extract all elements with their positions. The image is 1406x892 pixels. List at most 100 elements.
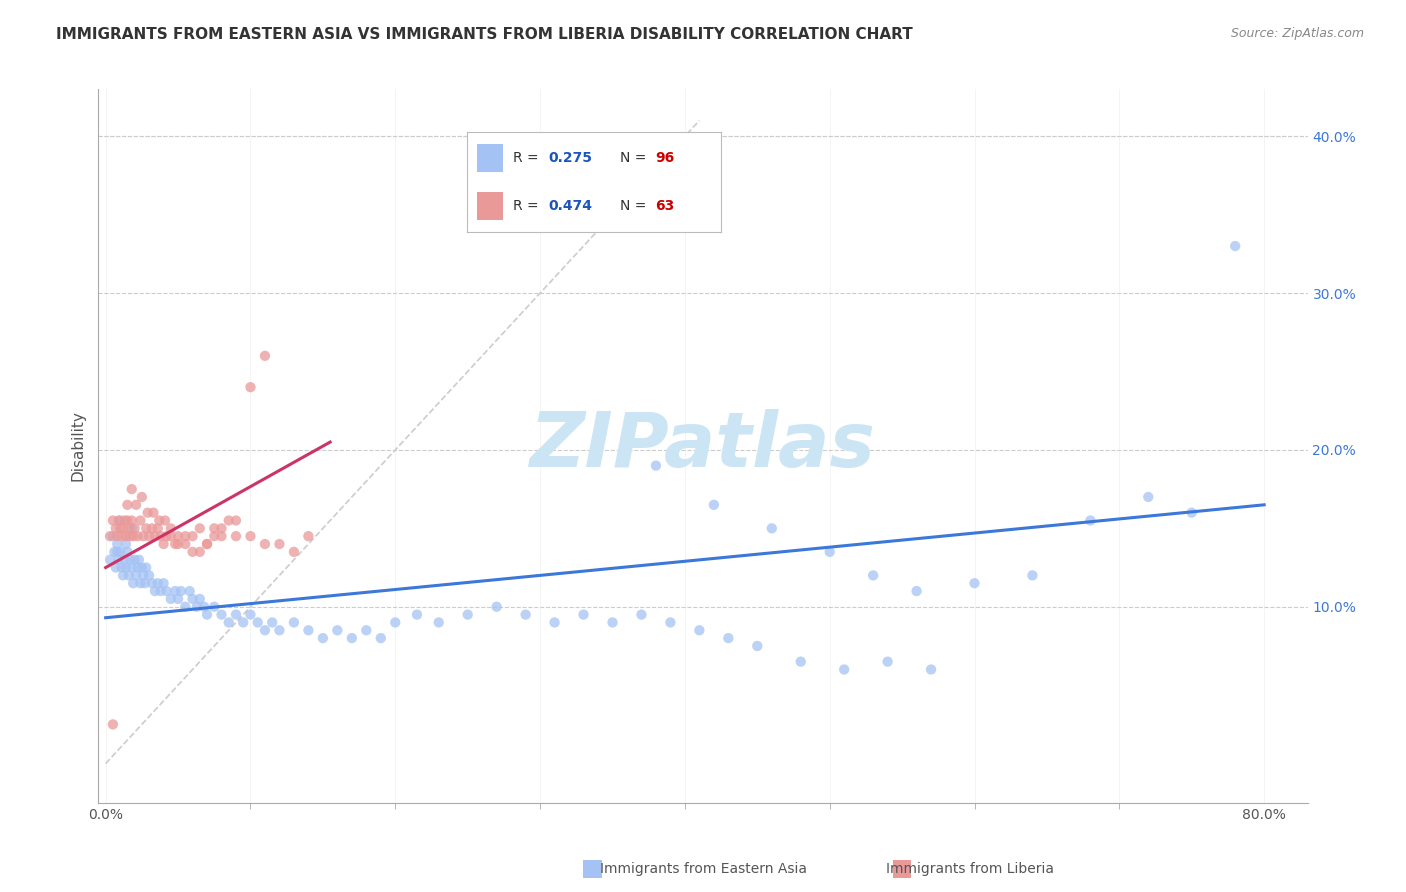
- Point: [159, 591, 181, 606]
- Point: [326, 624, 349, 638]
- Point: [120, 529, 142, 543]
- Point: [141, 521, 163, 535]
- Point: [246, 615, 269, 630]
- Point: [117, 545, 139, 559]
- Point: [108, 545, 131, 559]
- Point: [195, 537, 218, 551]
- Point: [127, 529, 149, 543]
- Point: [202, 529, 225, 543]
- Point: [225, 529, 247, 543]
- Point: [152, 576, 174, 591]
- Point: [862, 568, 884, 582]
- Point: [195, 537, 218, 551]
- Point: [790, 655, 813, 669]
- Point: [211, 521, 233, 535]
- Point: [225, 514, 247, 528]
- Point: [146, 521, 169, 535]
- Point: [543, 615, 565, 630]
- Point: [121, 560, 143, 574]
- Point: [110, 560, 132, 574]
- Point: [138, 529, 160, 543]
- Point: [155, 529, 177, 543]
- Point: [186, 599, 208, 614]
- Bar: [478, 144, 503, 172]
- Point: [1181, 506, 1204, 520]
- Point: [131, 560, 153, 574]
- Point: [283, 615, 305, 630]
- Point: [174, 537, 197, 551]
- Point: [218, 615, 240, 630]
- Point: [457, 607, 479, 622]
- Point: [832, 663, 855, 677]
- Text: IMMIGRANTS FROM EASTERN ASIA VS IMMIGRANTS FROM LIBERIA DISABILITY CORRELATION C: IMMIGRANTS FROM EASTERN ASIA VS IMMIGRAN…: [56, 27, 912, 42]
- Point: [153, 514, 176, 528]
- Point: [253, 537, 276, 551]
- Point: [602, 615, 624, 630]
- Point: [963, 576, 986, 591]
- Point: [202, 599, 225, 614]
- Point: [659, 615, 682, 630]
- Point: [148, 514, 170, 528]
- Point: [146, 576, 169, 591]
- Point: [232, 615, 254, 630]
- Point: [141, 576, 163, 591]
- Point: [120, 552, 142, 566]
- Point: [174, 599, 197, 614]
- Point: [297, 624, 319, 638]
- Point: [143, 584, 166, 599]
- Point: [103, 545, 125, 559]
- Point: [269, 537, 291, 551]
- Point: [515, 607, 537, 622]
- Point: [112, 568, 135, 582]
- Point: [131, 490, 153, 504]
- Point: [174, 529, 197, 543]
- Point: [818, 545, 841, 559]
- Point: [167, 591, 190, 606]
- Point: [149, 529, 172, 543]
- Point: [98, 552, 121, 566]
- Point: [384, 615, 406, 630]
- Point: [1225, 239, 1247, 253]
- Point: [115, 537, 138, 551]
- Point: [312, 631, 335, 645]
- Point: [125, 568, 148, 582]
- Point: [485, 599, 508, 614]
- Point: [121, 482, 143, 496]
- Point: [134, 576, 156, 591]
- Text: 0.275: 0.275: [548, 151, 592, 165]
- Point: [747, 639, 769, 653]
- Point: [110, 529, 132, 543]
- Point: [117, 498, 139, 512]
- Point: [101, 514, 124, 528]
- Point: [225, 607, 247, 622]
- Point: [107, 514, 129, 528]
- Point: [181, 591, 204, 606]
- Point: [101, 717, 124, 731]
- Point: [104, 521, 127, 535]
- Point: [127, 560, 149, 574]
- Point: [121, 521, 143, 535]
- Point: [193, 599, 215, 614]
- Point: [142, 506, 165, 520]
- Text: R =: R =: [513, 199, 543, 213]
- Text: 96: 96: [655, 151, 675, 165]
- Point: [179, 584, 201, 599]
- Point: [107, 552, 129, 566]
- Point: [188, 521, 211, 535]
- Text: Immigrants from Eastern Asia: Immigrants from Eastern Asia: [599, 862, 807, 876]
- Point: [688, 624, 710, 638]
- Point: [717, 631, 740, 645]
- Point: [202, 521, 225, 535]
- Point: [108, 514, 131, 528]
- Point: [114, 514, 136, 528]
- Point: [138, 568, 160, 582]
- Point: [167, 529, 190, 543]
- Point: [170, 584, 193, 599]
- Point: [283, 545, 305, 559]
- Point: [218, 514, 240, 528]
- Point: [143, 529, 166, 543]
- Point: [104, 560, 127, 574]
- Text: ZIPatlas: ZIPatlas: [530, 409, 876, 483]
- Point: [239, 380, 262, 394]
- Point: [105, 537, 128, 551]
